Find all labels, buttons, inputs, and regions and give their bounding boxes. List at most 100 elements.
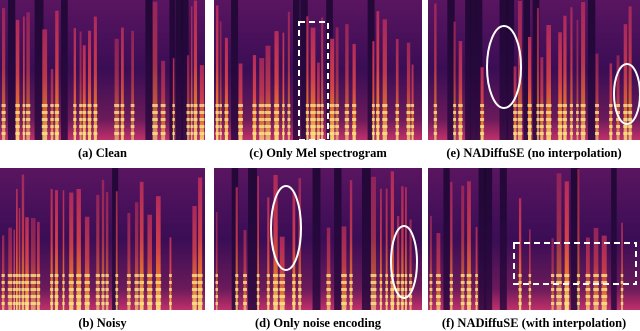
harmonic [395, 111, 400, 114]
harmonic-band [50, 189, 53, 310]
harmonic [292, 295, 296, 298]
harmonic [15, 104, 20, 107]
harmonic [400, 281, 405, 284]
harmonic [224, 125, 229, 128]
harmonic [126, 288, 131, 291]
harmonic [305, 104, 309, 107]
harmonic [101, 274, 105, 277]
harmonic [390, 288, 395, 291]
harmonic-band [2, 235, 5, 310]
spectrogram: (b) Noisy [0, 168, 205, 330]
harmonic [406, 118, 411, 121]
harmonic [114, 104, 120, 107]
harmonic [93, 111, 98, 114]
harmonic [101, 288, 105, 291]
harmonic [564, 288, 570, 291]
harmonic [616, 111, 621, 114]
harmonic-band [581, 2, 586, 141]
harmonic [536, 118, 540, 121]
harmonic-band [517, 0, 522, 141]
harmonic [382, 118, 388, 121]
harmonic [24, 274, 30, 277]
harmonic [620, 302, 624, 305]
harmonic [580, 132, 586, 135]
harmonic [224, 104, 229, 107]
harmonic [146, 302, 153, 305]
harmonic [449, 302, 453, 305]
harmonic [517, 125, 523, 128]
harmonic [609, 104, 613, 107]
harmonic [593, 295, 599, 298]
harmonic-band [121, 27, 124, 140]
caption: (d) Only noise encoding [255, 316, 382, 330]
harmonic [273, 132, 280, 135]
harmonic [406, 111, 411, 114]
harmonic-band [13, 229, 16, 310]
harmonic [50, 281, 54, 284]
harmonic [1, 125, 6, 128]
harmonic [238, 125, 243, 128]
harmonic [18, 295, 21, 298]
harmonic-band [401, 186, 404, 310]
harmonic [191, 274, 198, 277]
harmonic [25, 111, 31, 114]
harmonic [21, 281, 25, 284]
harmonic [576, 118, 579, 121]
harmonic [215, 302, 219, 305]
harmonic [576, 111, 579, 114]
harmonic [349, 274, 353, 277]
harmonic [460, 295, 465, 298]
caption: (f) NADiffuSE (with interpolation) [442, 316, 626, 330]
harmonic [36, 274, 41, 277]
harmonic-band [570, 7, 573, 140]
harmonic [435, 295, 441, 298]
harmonic-band [279, 236, 285, 310]
harmonic [36, 295, 41, 298]
harmonic [36, 281, 41, 284]
silence [169, 0, 176, 140]
harmonic [219, 111, 223, 114]
harmonic-band [161, 60, 166, 140]
harmonic [62, 295, 65, 298]
harmonic [517, 111, 523, 114]
harmonic [623, 132, 628, 135]
harmonic [215, 295, 219, 298]
harmonic [556, 288, 562, 291]
silence [587, 0, 596, 140]
harmonic [335, 104, 340, 107]
harmonic [518, 288, 522, 291]
harmonic [193, 132, 198, 135]
harmonic [292, 281, 296, 284]
harmonic [370, 281, 377, 284]
harmonic [400, 274, 405, 277]
harmonic [95, 288, 100, 291]
harmonic [382, 125, 388, 128]
harmonic [528, 295, 532, 298]
harmonic [429, 274, 433, 277]
harmonic [30, 295, 37, 298]
harmonic [305, 132, 309, 135]
harmonic [536, 111, 540, 114]
harmonic [475, 302, 478, 305]
harmonic [623, 111, 628, 114]
harmonic [197, 274, 203, 277]
harmonic [545, 111, 552, 114]
harmonic [22, 132, 26, 135]
harmonic [379, 295, 383, 298]
harmonic [576, 104, 579, 107]
harmonic [243, 281, 247, 284]
harmonic [349, 295, 353, 298]
harmonic [215, 288, 219, 291]
harmonic-band [345, 24, 349, 140]
harmonic-band [593, 227, 599, 310]
harmonic [562, 118, 568, 121]
harmonic-band [380, 188, 382, 310]
harmonic [329, 111, 335, 114]
harmonic [134, 302, 139, 305]
harmonic-band [341, 226, 347, 310]
harmonic [93, 132, 98, 135]
harmonic [73, 111, 77, 114]
harmonic [160, 118, 166, 121]
harmonic [458, 118, 463, 121]
harmonic [518, 295, 522, 298]
